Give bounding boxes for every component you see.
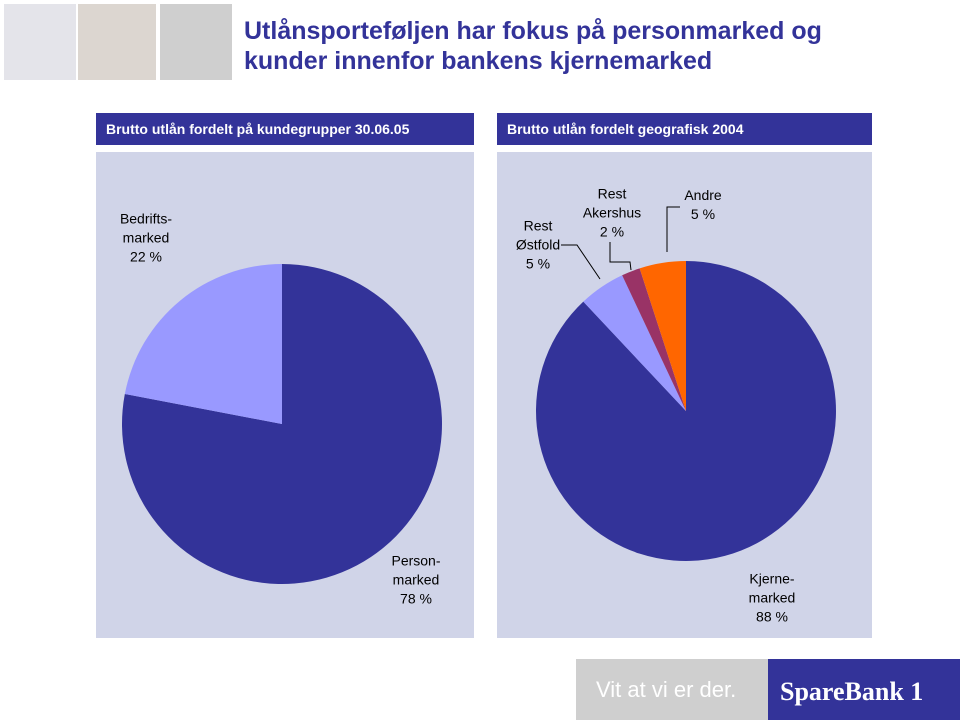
pie-slice xyxy=(583,275,686,411)
category-label: Person- marked xyxy=(391,552,441,588)
photo xyxy=(160,4,232,80)
chart-header: Brutto utlån fordelt geografisk 2004 xyxy=(497,113,872,145)
photo xyxy=(78,4,156,80)
pie-slice xyxy=(639,261,686,411)
value-label: 88 % xyxy=(756,608,788,625)
category-label: Rest Akershus xyxy=(582,185,642,221)
value-label: 78 % xyxy=(400,590,432,607)
footer-logo xyxy=(768,659,960,720)
leader-line xyxy=(666,206,680,252)
footer-band xyxy=(576,659,768,720)
slice-label: Bedrifts- marked 22 % xyxy=(120,210,172,267)
category-label: Kjerne- marked xyxy=(748,570,796,606)
leader-line xyxy=(561,244,601,280)
value-label: 5 % xyxy=(690,206,716,222)
slice-label: Rest Akershus 2 % xyxy=(583,185,641,242)
pie-slice xyxy=(124,264,282,424)
category-label: Andre xyxy=(684,187,722,203)
leader-line xyxy=(609,242,632,271)
slide-title: Utlånsporteføljen har fokus på personmar… xyxy=(244,17,822,75)
pie-slice xyxy=(622,268,686,411)
slice-label: Kjerne- marked 88 % xyxy=(749,570,796,627)
footer-brand: SpareBank 1 xyxy=(780,677,923,706)
category-label: Rest Østfold xyxy=(515,217,561,253)
value-label: 22 % xyxy=(130,248,162,265)
slice-label: Rest Østfold 5 % xyxy=(516,217,560,274)
logo-image xyxy=(4,4,76,80)
chart-header: Brutto utlån fordelt på kundegrupper 30.… xyxy=(96,113,474,145)
value-label: 5 % xyxy=(525,255,551,272)
footer-slogan: Vit at vi er der. xyxy=(596,677,736,702)
slice-label: Person- marked 78 % xyxy=(391,552,440,609)
category-label: Bedrifts- marked xyxy=(119,210,173,246)
value-label: 2 % xyxy=(599,223,625,240)
slice-label: Andre 5 % xyxy=(684,186,721,224)
pie-slice xyxy=(121,264,442,585)
